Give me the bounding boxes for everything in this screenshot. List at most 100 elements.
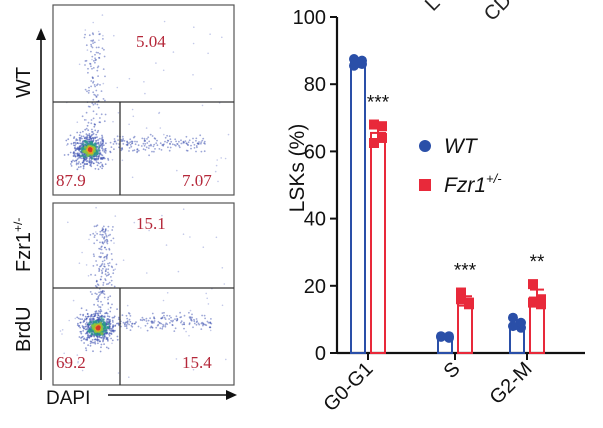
event-dot: [76, 316, 79, 319]
event-dot: [136, 140, 138, 143]
event-dot: [91, 339, 94, 341]
event-dot: [96, 164, 99, 167]
data-point: [377, 121, 387, 132]
event-dot: [191, 313, 193, 316]
event-dot: [166, 134, 169, 137]
event-dot: [110, 276, 112, 278]
data-point: [369, 119, 379, 130]
event-dot: [122, 259, 125, 262]
event-dot: [180, 139, 182, 142]
event-dot: [217, 180, 219, 183]
event-dot: [96, 327, 100, 331]
event-dot: [121, 314, 124, 317]
event-dot: [109, 306, 112, 309]
event-dot: [185, 330, 187, 333]
event-dot: [95, 161, 98, 163]
event-dot: [90, 85, 92, 88]
event-dot: [85, 325, 88, 327]
event-dot: [112, 120, 114, 123]
event-dot: [195, 150, 197, 153]
event-dot: [80, 157, 83, 160]
event-dot: [107, 225, 110, 228]
event-dot: [98, 291, 100, 294]
event-dot: [104, 163, 107, 166]
event-dot: [163, 133, 165, 136]
event-dot: [100, 269, 103, 272]
event-dot: [121, 135, 124, 138]
event-dot: [160, 322, 163, 325]
event-dot: [76, 168, 79, 170]
event-dot: [96, 131, 99, 134]
event-dot: [117, 372, 120, 374]
event-dot: [80, 135, 83, 138]
event-dot: [148, 154, 151, 157]
legend: WT Fzr1+/-: [419, 135, 502, 197]
event-dot: [100, 343, 103, 346]
event-dot: [192, 74, 194, 76]
event-dot: [81, 325, 84, 327]
event-dot: [89, 234, 92, 236]
top-cut-labels: L CD: [421, 0, 516, 26]
event-dot: [99, 137, 101, 140]
event-dot: [150, 143, 152, 146]
data-point: [456, 294, 466, 305]
event-dot: [80, 332, 83, 335]
event-dot: [84, 88, 87, 91]
event-dot: [88, 133, 91, 135]
event-dot: [200, 142, 202, 145]
event-dot: [83, 137, 86, 139]
event-dot: [216, 159, 218, 161]
event-dot: [125, 325, 128, 328]
event-dot: [126, 304, 129, 307]
event-dot: [83, 320, 86, 323]
event-dot: [99, 293, 101, 296]
event-dot: [99, 290, 102, 293]
event-dot: [111, 159, 114, 161]
event-dot: [111, 229, 114, 231]
event-dot: [103, 326, 107, 330]
y-tick-label: 100: [293, 7, 326, 29]
event-dot: [81, 115, 84, 118]
event-dot: [92, 313, 95, 315]
event-dot: [200, 328, 203, 330]
event-dot: [79, 174, 82, 177]
event-dot: [177, 270, 180, 273]
event-dot: [203, 150, 206, 153]
event-dot: [96, 224, 99, 227]
event-dot: [161, 214, 163, 217]
event-dot: [149, 326, 152, 329]
event-dot: [87, 329, 90, 333]
event-dot: [111, 266, 114, 269]
event-dot: [82, 167, 85, 170]
event-dot: [116, 338, 119, 341]
event-dot: [162, 299, 165, 302]
event-dot: [106, 315, 109, 317]
event-dot: [192, 42, 195, 45]
event-dot: [97, 314, 100, 317]
event-dot: [83, 158, 86, 161]
event-dot: [108, 332, 111, 334]
event-dot: [109, 329, 112, 332]
event-dot: [61, 333, 63, 335]
event-dot: [117, 318, 120, 321]
event-dot: [144, 143, 147, 145]
event-dot: [90, 80, 93, 82]
event-dot: [192, 326, 194, 329]
event-dot: [105, 142, 107, 145]
event-dot: [153, 321, 155, 324]
event-dot: [88, 322, 91, 326]
event-dot: [96, 264, 98, 266]
event-dot: [169, 142, 171, 145]
event-dot: [135, 321, 137, 324]
event-dot: [202, 322, 205, 325]
event-dot: [86, 49, 89, 51]
event-dot: [104, 99, 106, 102]
legend-marker-wt: [419, 140, 431, 152]
event-dot: [102, 284, 105, 286]
event-dot: [92, 318, 95, 321]
event-dot: [195, 139, 197, 142]
event-dot: [153, 320, 156, 322]
event-dot: [107, 268, 110, 271]
event-dot: [113, 148, 115, 151]
event-dot: [188, 322, 191, 325]
